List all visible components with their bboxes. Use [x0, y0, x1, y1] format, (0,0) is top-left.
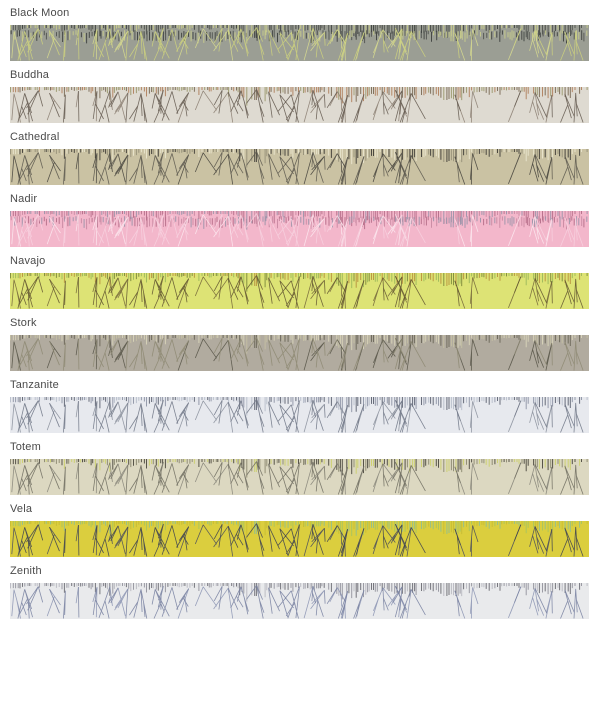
tick-marks	[10, 25, 583, 44]
tick-marks	[10, 521, 588, 540]
tick-marks	[19, 87, 581, 102]
branch-lines	[17, 275, 584, 309]
swatch-label: Vela	[10, 503, 33, 515]
tick-marks	[19, 335, 581, 350]
swatch-label: Tanzanite	[10, 379, 59, 391]
swatch-row: Navajo	[10, 255, 600, 309]
swatch-label: Navajo	[10, 255, 46, 267]
swatch-row: Buddha	[10, 69, 600, 123]
branch-lines	[17, 461, 584, 495]
swatch-band-texture	[10, 211, 589, 247]
branch-lines	[11, 586, 553, 619]
tick-marks	[10, 583, 588, 602]
swatch-label: Black Moon	[10, 7, 70, 19]
branch-lines	[17, 213, 584, 247]
tick-marks	[10, 211, 588, 230]
branch-lines	[17, 337, 584, 371]
branch-lines	[11, 338, 553, 371]
swatch-band-texture	[10, 583, 589, 619]
branch-lines	[11, 90, 553, 123]
tick-marks	[10, 335, 588, 354]
branch-lines	[11, 214, 553, 247]
swatch-row: Totem	[10, 441, 600, 495]
swatch-band-texture	[10, 459, 589, 495]
swatch-band-texture	[10, 397, 589, 433]
tick-marks	[10, 211, 583, 230]
tick-marks	[19, 583, 581, 598]
tick-marks	[10, 459, 588, 478]
branch-lines	[17, 399, 584, 433]
swatch-label: Cathedral	[10, 131, 60, 143]
swatch-band-texture	[10, 87, 589, 123]
swatch-row: Stork	[10, 317, 600, 371]
tick-marks	[10, 87, 588, 106]
tick-marks	[10, 25, 588, 44]
tick-marks	[19, 149, 581, 164]
swatch-list: Black Moon Buddha Cathedral Nadir Navajo…	[0, 7, 600, 619]
tick-marks	[19, 521, 581, 536]
tick-marks	[10, 397, 588, 416]
branch-lines	[11, 152, 553, 185]
swatch-row: Black Moon	[10, 7, 600, 61]
swatch-label: Nadir	[10, 193, 38, 205]
swatch-label: Stork	[10, 317, 37, 329]
branch-lines	[11, 276, 553, 309]
branch-lines	[17, 89, 584, 123]
branch-lines	[17, 151, 584, 185]
swatch-label: Zenith	[10, 565, 42, 577]
swatch-band-texture	[10, 25, 589, 61]
branch-lines	[17, 585, 584, 619]
swatch-band-texture	[10, 335, 589, 371]
swatch-row: Cathedral	[10, 131, 600, 185]
swatch-label: Totem	[10, 441, 41, 453]
swatch-band-texture	[10, 273, 589, 309]
tick-marks	[19, 273, 581, 288]
branch-lines	[17, 27, 584, 61]
branch-lines	[11, 28, 553, 61]
branch-lines	[11, 524, 553, 557]
branch-lines	[17, 523, 584, 557]
tick-marks	[19, 397, 581, 412]
swatch-band-texture	[10, 149, 589, 185]
tick-marks	[10, 273, 588, 292]
swatch-row: Tanzanite	[10, 379, 600, 433]
branch-lines	[11, 400, 553, 433]
tick-marks	[10, 149, 588, 168]
branch-lines	[11, 462, 553, 495]
swatch-label: Buddha	[10, 69, 50, 81]
swatch-row: Nadir	[10, 193, 600, 247]
swatch-band-texture	[10, 521, 589, 557]
tick-marks	[19, 459, 581, 474]
swatch-row: Zenith	[10, 565, 600, 619]
swatch-row: Vela	[10, 503, 600, 557]
